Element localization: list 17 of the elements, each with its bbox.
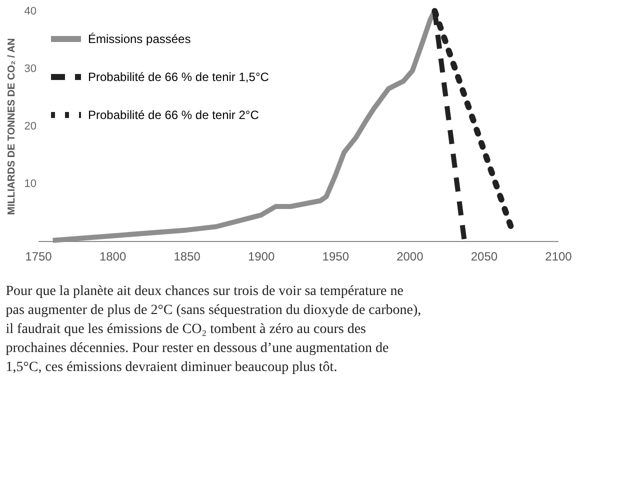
x-tick-label: 1900 (248, 250, 276, 264)
x-tick-label: 2100 (545, 250, 572, 264)
legend-label: Probabilité de 66 % de tenir 1,5°C (88, 70, 270, 84)
legend-label: Probabilité de 66 % de tenir 2°C (88, 108, 260, 122)
legend-label: Émissions passées (88, 32, 191, 46)
x-tick-label: 1850 (174, 250, 201, 264)
y-tick-label: 20 (24, 120, 36, 132)
x-tick-label: 1950 (322, 250, 350, 264)
y-tick-label: 40 (24, 6, 36, 18)
y-axis-title: MILLIARDS DE TONNES DE CO₂ / AN (6, 38, 18, 215)
text: Pour que la planète ait deux chances sur trois de voir sa température ne pas augmenter de plus de 2°C (sans séquestration du dioxyde de carbone), il faudrait que les émissions de CO₂ tombent à zéro au cours des prochaines décennies. Pour rester en dessous d’une augmentation de 1,5°C, ces émissions devraient diminuer beaucoup plus tôt. (6, 284, 422, 375)
x-tick-label: 2000 (396, 250, 424, 264)
x-tick-label: 2050 (470, 250, 498, 264)
y-tick-label: 30 (24, 63, 36, 75)
y-tick-label: 10 (24, 178, 36, 190)
x-tick-label: 1800 (99, 250, 126, 264)
x-tick-label: 1750 (25, 250, 52, 264)
